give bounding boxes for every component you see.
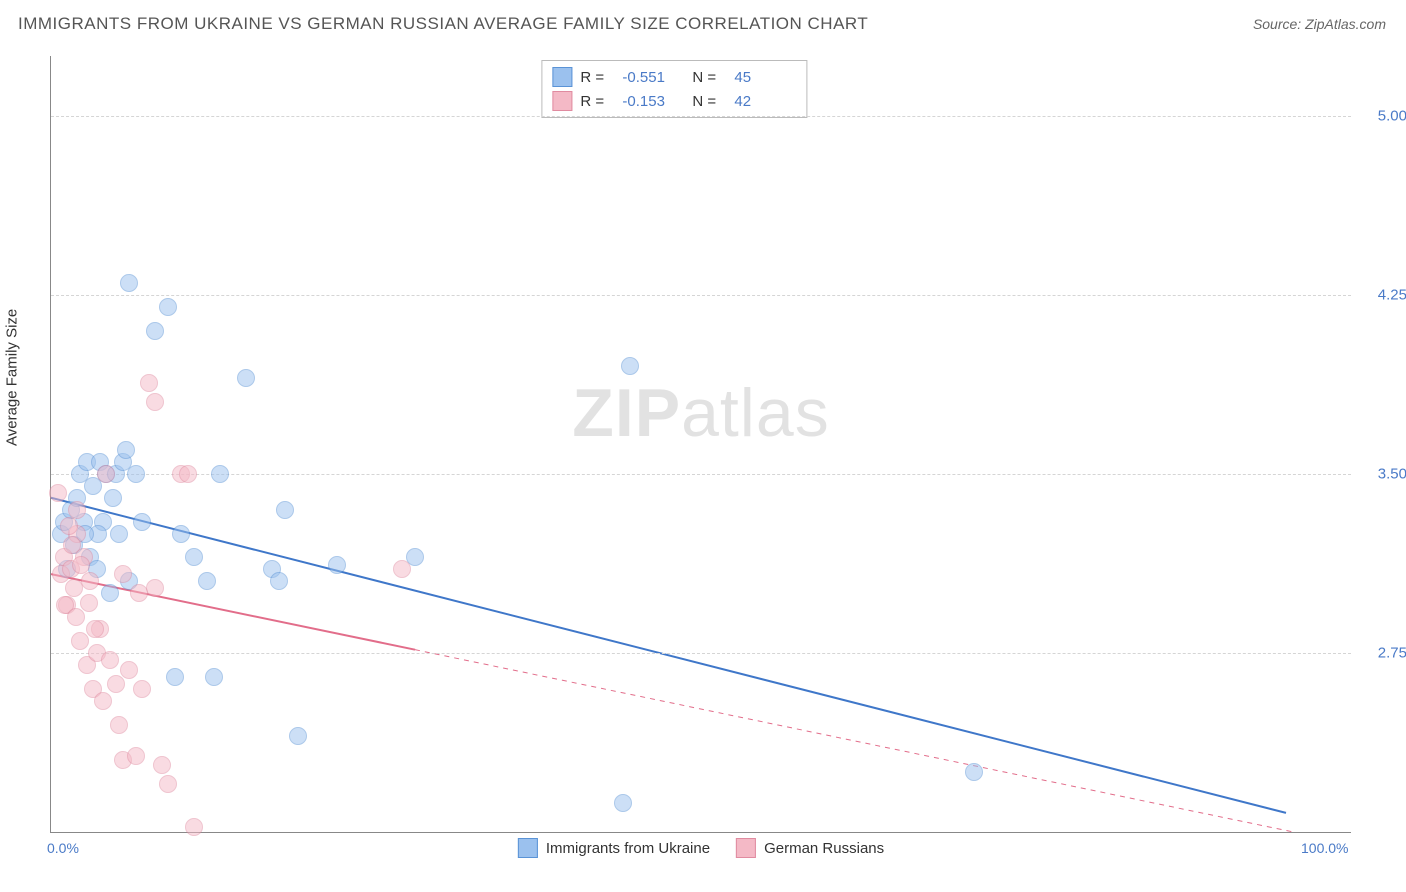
- data-point: [86, 620, 104, 638]
- data-point: [49, 484, 67, 502]
- data-point: [127, 747, 145, 765]
- data-point: [68, 501, 86, 519]
- data-point: [133, 680, 151, 698]
- data-point: [276, 501, 294, 519]
- legend-series: Immigrants from Ukraine German Russians: [518, 838, 884, 858]
- data-point: [130, 584, 148, 602]
- y-tick: 4.25: [1359, 286, 1406, 303]
- watermark: ZIPatlas: [572, 374, 829, 452]
- data-point: [159, 775, 177, 793]
- data-point: [120, 274, 138, 292]
- data-point: [67, 608, 85, 626]
- data-point: [63, 536, 81, 554]
- chart-title: IMMIGRANTS FROM UKRAINE VS GERMAN RUSSIA…: [18, 14, 868, 34]
- data-point: [211, 465, 229, 483]
- data-point: [237, 369, 255, 387]
- data-point: [114, 565, 132, 583]
- data-point: [179, 465, 197, 483]
- data-point: [172, 525, 190, 543]
- data-point: [159, 298, 177, 316]
- data-point: [94, 692, 112, 710]
- data-point: [965, 763, 983, 781]
- data-point: [80, 594, 98, 612]
- chart-area: ZIPatlas R =-0.551N =45R =-0.153N =42 Im…: [50, 56, 1351, 833]
- x-tick: 100.0%: [1301, 840, 1348, 856]
- x-tick: 0.0%: [47, 840, 79, 856]
- source-label: Source: ZipAtlas.com: [1253, 16, 1386, 32]
- y-tick: 3.50: [1359, 465, 1406, 482]
- data-point: [101, 651, 119, 669]
- data-point: [166, 668, 184, 686]
- data-point: [146, 393, 164, 411]
- data-point: [614, 794, 632, 812]
- legend-item: Immigrants from Ukraine: [518, 838, 710, 858]
- gridline: [51, 295, 1351, 296]
- gridline: [51, 474, 1351, 475]
- data-point: [328, 556, 346, 574]
- data-point: [120, 661, 138, 679]
- data-point: [97, 465, 115, 483]
- legend-correlation: R =-0.551N =45R =-0.153N =42: [541, 60, 807, 118]
- gridline: [51, 653, 1351, 654]
- data-point: [117, 441, 135, 459]
- legend-row: R =-0.153N =42: [552, 89, 796, 113]
- data-point: [146, 322, 164, 340]
- data-point: [110, 525, 128, 543]
- y-tick: 2.75: [1359, 644, 1406, 661]
- data-point: [140, 374, 158, 392]
- data-point: [104, 489, 122, 507]
- gridline: [51, 116, 1351, 117]
- data-point: [185, 548, 203, 566]
- data-point: [133, 513, 151, 531]
- trend-lines: [51, 56, 1351, 832]
- data-point: [621, 357, 639, 375]
- data-point: [81, 572, 99, 590]
- data-point: [270, 572, 288, 590]
- data-point: [71, 632, 89, 650]
- data-point: [205, 668, 223, 686]
- data-point: [185, 818, 203, 836]
- y-tick: 5.00: [1359, 107, 1406, 124]
- data-point: [153, 756, 171, 774]
- data-point: [198, 572, 216, 590]
- y-axis-label: Average Family Size: [4, 309, 21, 446]
- data-point: [101, 584, 119, 602]
- legend-row: R =-0.551N =45: [552, 65, 796, 89]
- data-point: [146, 579, 164, 597]
- data-point: [60, 517, 78, 535]
- data-point: [289, 727, 307, 745]
- data-point: [107, 675, 125, 693]
- data-point: [393, 560, 411, 578]
- data-point: [72, 556, 90, 574]
- data-point: [127, 465, 145, 483]
- data-point: [110, 716, 128, 734]
- legend-item: German Russians: [736, 838, 884, 858]
